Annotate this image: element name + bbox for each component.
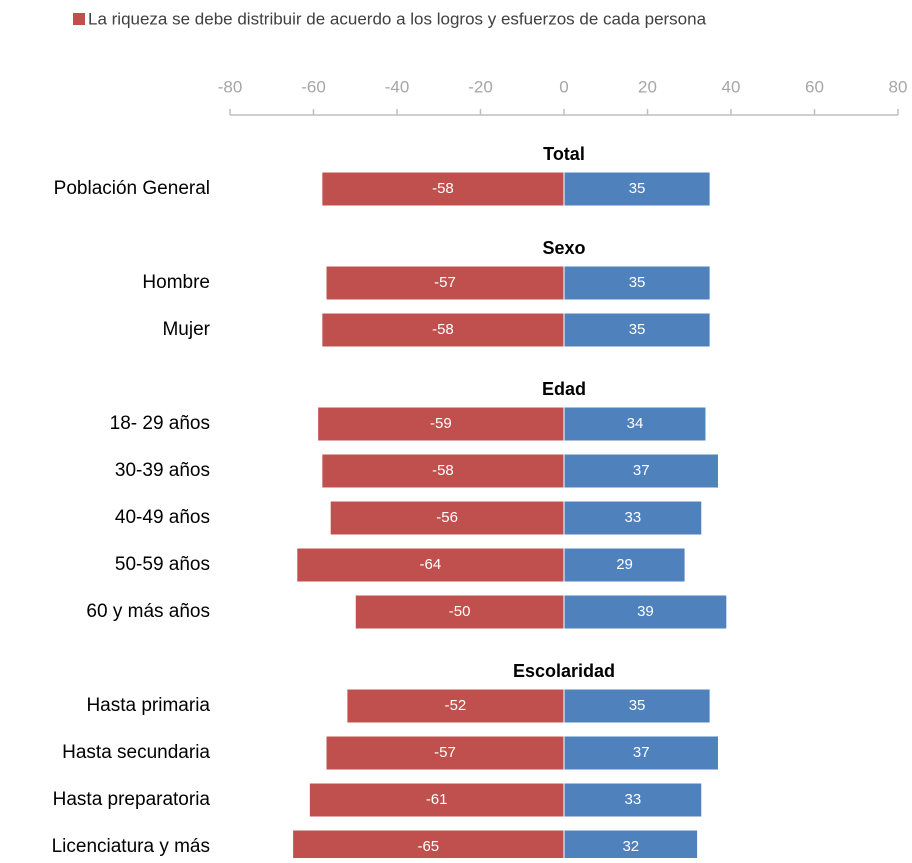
bar [325, 735, 565, 771]
bar [325, 265, 565, 301]
bar [563, 265, 711, 301]
bar [563, 500, 703, 536]
bar [563, 171, 711, 207]
data-label: -58 [432, 180, 454, 197]
data-label: -58 [432, 321, 454, 338]
legend-swatch [73, 13, 85, 25]
x-tick-label: 40 [722, 77, 741, 96]
data-label: 33 [625, 791, 642, 808]
data-label: 35 [629, 697, 646, 714]
category-label: Licenciatura y más [52, 836, 210, 857]
data-label: -58 [432, 462, 454, 479]
data-label: 34 [627, 415, 644, 432]
data-label: 32 [622, 838, 639, 855]
group-header: Sexo [542, 238, 585, 258]
data-label: 35 [629, 274, 646, 291]
data-label: -64 [420, 556, 442, 573]
category-label: Hombre [142, 272, 210, 293]
group-header: Escolaridad [513, 661, 615, 681]
bar [317, 406, 565, 442]
category-label: Hasta secundaria [62, 742, 210, 763]
bar [308, 782, 565, 818]
category-label: Hasta preparatoria [53, 789, 211, 810]
bar [563, 312, 711, 348]
category-label: 30-39 años [115, 460, 210, 481]
bar [563, 735, 719, 771]
bar [354, 594, 565, 630]
data-label: 37 [633, 462, 650, 479]
bar [321, 453, 565, 489]
bar [346, 688, 565, 724]
bar [563, 782, 703, 818]
group-header: Edad [542, 379, 586, 399]
category-label: 18- 29 años [110, 413, 210, 434]
data-label: -59 [430, 415, 452, 432]
bar [563, 406, 707, 442]
x-tick-label: 60 [805, 77, 824, 96]
category-label: 50-59 años [115, 554, 210, 575]
x-tick-label: -60 [301, 77, 326, 96]
data-label: 33 [625, 509, 642, 526]
legend-label: La riqueza se debe distribuir de acuerdo… [88, 9, 707, 28]
data-label: -50 [449, 603, 471, 620]
data-label: -57 [434, 744, 456, 761]
x-tick-label: 80 [889, 77, 908, 96]
data-label: 37 [633, 744, 650, 761]
bar [329, 500, 565, 536]
category-label: Hasta primaria [86, 695, 210, 716]
bar [563, 453, 719, 489]
data-label: 35 [629, 180, 646, 197]
data-label: 35 [629, 321, 646, 338]
x-tick-label: 20 [638, 77, 657, 96]
data-label: -56 [436, 509, 458, 526]
data-label: -61 [426, 791, 448, 808]
bar [563, 688, 711, 724]
x-tick-label: -40 [385, 77, 410, 96]
category-label: 60 y más años [86, 601, 210, 622]
data-label: -52 [445, 697, 467, 714]
data-label: 39 [637, 603, 654, 620]
data-label: 29 [616, 556, 633, 573]
bar [563, 547, 686, 583]
x-tick-label: -80 [218, 77, 243, 96]
data-label: -57 [434, 274, 456, 291]
x-tick-label: -20 [468, 77, 493, 96]
bar [563, 594, 728, 630]
bar [321, 312, 565, 348]
category-label: Población General [54, 178, 210, 199]
group-header: Total [543, 144, 585, 164]
category-label: Mujer [162, 319, 210, 340]
bar [296, 547, 565, 583]
x-tick-label: 0 [559, 77, 568, 96]
category-label: 40-49 años [115, 507, 210, 528]
data-label: -65 [417, 838, 439, 855]
